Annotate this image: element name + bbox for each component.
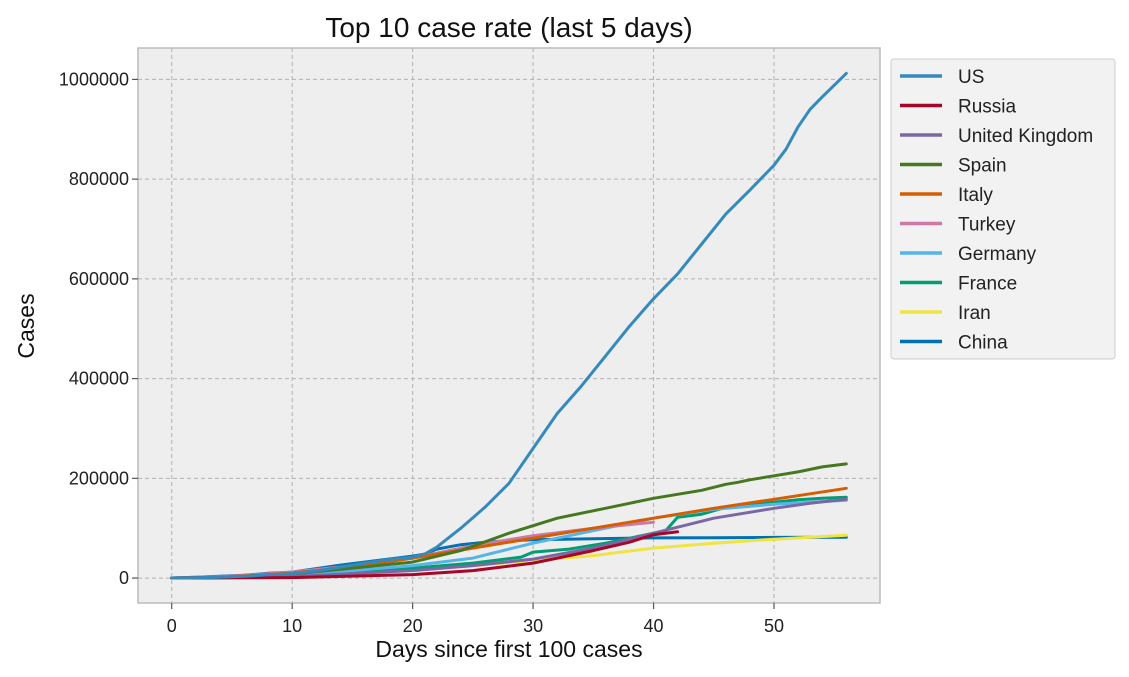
y-tick-label: 200000 — [69, 468, 129, 488]
x-tick-label: 40 — [644, 616, 664, 636]
legend-label: China — [958, 333, 1008, 354]
x-tick-label: 10 — [282, 616, 302, 636]
x-tick-label: 50 — [764, 616, 784, 636]
legend-label: US — [958, 67, 984, 88]
y-axis-label: Cases — [13, 293, 39, 358]
series-line-us — [170, 71, 848, 580]
series-line-united-kingdom — [170, 497, 848, 580]
y-tick-label: 800000 — [69, 169, 129, 189]
y-tick-label: 600000 — [69, 269, 129, 289]
plot-area — [137, 47, 881, 604]
x-tick-label: 0 — [167, 616, 177, 636]
legend: US Russia United Kingdom Spain Italy Turkey Ge… — [890, 58, 1116, 360]
series-line-spain — [170, 462, 848, 580]
x-axis-label: Days since first 100 cases — [375, 636, 642, 662]
legend-label: Spain — [958, 156, 1007, 177]
y-tick-label: 400000 — [69, 369, 129, 389]
axis-ticks: 0 10 20 30 40 50 0 200000 400000 600000 800000 1000… — [59, 69, 784, 636]
legend-label: Iran — [958, 303, 991, 324]
series-line-russia — [170, 530, 680, 580]
x-tick-label: 30 — [523, 616, 543, 636]
series-lines — [170, 71, 848, 580]
y-tick-label: 0 — [119, 568, 129, 588]
chart-title: Top 10 case rate (last 5 days) — [325, 12, 692, 43]
x-tick-label: 20 — [403, 616, 423, 636]
legend-label: Germany — [958, 244, 1037, 265]
y-tick-label: 1000000 — [59, 69, 129, 89]
legend-label: United Kingdom — [958, 126, 1093, 147]
legend-label: France — [958, 274, 1017, 295]
legend-label: Russia — [958, 97, 1017, 118]
legend-box — [890, 58, 1116, 360]
legend-label: Turkey — [958, 215, 1016, 236]
legend-label: Italy — [958, 185, 993, 206]
